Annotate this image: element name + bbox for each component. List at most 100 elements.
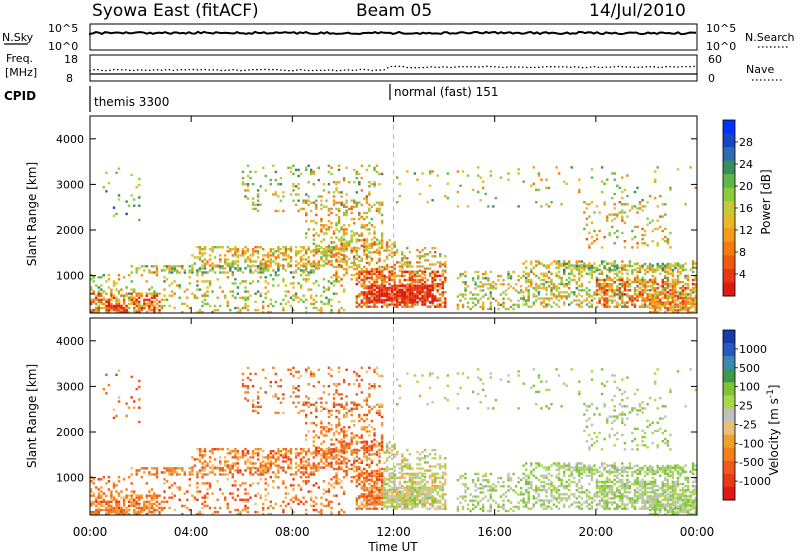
range-gate-cell xyxy=(371,245,373,247)
range-gate-cell xyxy=(98,276,100,278)
range-gate-cell xyxy=(305,232,307,234)
range-gate-cell xyxy=(184,471,186,473)
range-gate-cell xyxy=(179,467,181,469)
range-gate-cell xyxy=(388,485,390,487)
range-gate-cell xyxy=(616,285,618,287)
range-gate-cell xyxy=(363,266,365,268)
range-gate-cell xyxy=(641,306,643,308)
range-gate-cell xyxy=(262,267,264,269)
range-gate-cell xyxy=(148,299,150,301)
range-gate-cell xyxy=(442,285,444,287)
range-gate-cell xyxy=(151,467,153,469)
range-gate-cell xyxy=(669,283,671,285)
range-gate-cell xyxy=(573,293,575,295)
range-gate-cell xyxy=(669,289,671,291)
range-gate-cell xyxy=(325,228,327,230)
range-gate-cell xyxy=(383,285,385,287)
range-gate-cell xyxy=(619,293,621,295)
range-gate-cell xyxy=(323,206,325,208)
range-gate-cell xyxy=(345,449,347,451)
range-gate-cell xyxy=(237,452,239,454)
range-gate-cell xyxy=(328,228,330,230)
range-gate-cell xyxy=(333,432,335,434)
range-gate-cell xyxy=(249,254,251,256)
range-gate-cell xyxy=(431,277,433,279)
range-gate-cell xyxy=(646,295,648,297)
range-gate-cell xyxy=(358,483,360,485)
range-gate-cell xyxy=(424,267,426,269)
range-gate-cell xyxy=(146,467,148,469)
colorbar-swatch xyxy=(723,242,735,256)
range-gate-cell xyxy=(616,275,618,277)
range-gate-cell xyxy=(652,279,654,281)
range-gate-cell xyxy=(634,306,636,308)
range-gate-cell xyxy=(363,271,365,273)
range-gate-cell xyxy=(669,232,671,234)
colorbar-swatch xyxy=(723,215,735,229)
range-gate-cell xyxy=(368,165,370,167)
range-gate-cell xyxy=(181,467,183,469)
range-gate-cell xyxy=(328,367,330,369)
range-gate-cell xyxy=(664,236,666,238)
range-gate-cell xyxy=(378,451,380,453)
range-gate-cell xyxy=(431,287,433,289)
range-gate-cell xyxy=(138,303,140,305)
range-gate-cell xyxy=(282,254,284,256)
range-gate-cell xyxy=(482,308,484,310)
range-gate-cell xyxy=(591,168,593,170)
range-gate-cell xyxy=(325,254,327,256)
range-gate-cell xyxy=(232,271,234,273)
range-gate-cell xyxy=(388,441,390,443)
range-gate-cell xyxy=(280,450,282,452)
range-gate-cell xyxy=(318,195,320,197)
range-gate-cell xyxy=(209,305,211,307)
range-gate-cell xyxy=(558,260,560,262)
range-gate-cell xyxy=(95,499,97,501)
range-gate-cell xyxy=(338,371,340,373)
range-gate-cell xyxy=(639,306,641,308)
range-gate-cell xyxy=(343,445,345,447)
range-gate-cell xyxy=(652,289,654,291)
range-gate-cell xyxy=(621,260,623,262)
range-gate-cell xyxy=(277,385,279,387)
range-gate-cell xyxy=(168,271,170,273)
range-gate-cell xyxy=(388,293,390,295)
range-gate-cell xyxy=(609,289,611,291)
range-gate-cell xyxy=(601,283,603,285)
range-gate-cell xyxy=(287,301,289,303)
range-gate-cell xyxy=(199,458,201,460)
range-gate-cell xyxy=(606,285,608,287)
range-gate-cell xyxy=(464,289,466,291)
range-gate-cell xyxy=(649,222,651,224)
range-gate-cell xyxy=(411,291,413,293)
range-gate-cell xyxy=(601,287,603,289)
range-gate-cell xyxy=(204,246,206,248)
range-gate-cell xyxy=(333,468,335,470)
range-gate-cell xyxy=(649,265,651,267)
range-gate-cell xyxy=(351,480,353,482)
range-gate-cell xyxy=(545,297,547,299)
range-gate-cell xyxy=(378,375,380,377)
range-gate-cell xyxy=(578,306,580,308)
range-gate-cell xyxy=(366,268,368,270)
range-gate-cell xyxy=(429,289,431,291)
range-gate-cell xyxy=(391,505,393,507)
range-gate-cell xyxy=(626,265,628,267)
range-gate-cell xyxy=(368,367,370,369)
range-gate-cell xyxy=(333,249,335,251)
range-gate-cell xyxy=(156,469,158,471)
range-gate-cell xyxy=(199,452,201,454)
range-gate-cell xyxy=(429,274,431,276)
range-gate-cell xyxy=(151,286,153,288)
range-gate-cell xyxy=(596,279,598,281)
range-gate-cell xyxy=(292,473,294,475)
range-gate-cell xyxy=(386,447,388,449)
range-gate-cell xyxy=(444,195,446,197)
range-gate-cell xyxy=(249,295,251,297)
range-gate-cell xyxy=(133,499,135,501)
range-gate-cell xyxy=(442,273,444,275)
range-gate-cell xyxy=(639,269,641,271)
range-gate-cell xyxy=(568,303,570,305)
range-gate-cell xyxy=(386,264,388,266)
range-gate-cell xyxy=(333,406,335,408)
